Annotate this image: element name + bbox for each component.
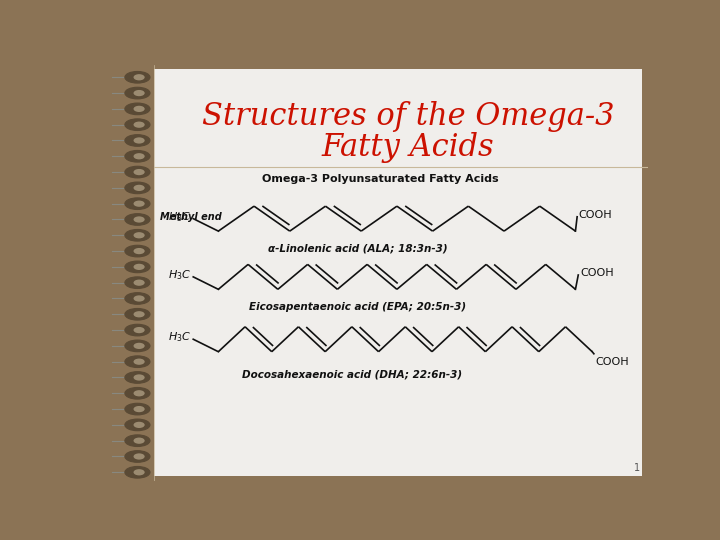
Text: COOH: COOH <box>595 357 629 367</box>
Ellipse shape <box>133 280 145 286</box>
Ellipse shape <box>133 90 145 96</box>
Text: $H_3C$: $H_3C$ <box>168 210 192 224</box>
Ellipse shape <box>125 103 150 114</box>
Text: Eicosapentaenoic acid (EPA; 20:5n-3): Eicosapentaenoic acid (EPA; 20:5n-3) <box>249 302 467 312</box>
Ellipse shape <box>125 467 150 478</box>
Ellipse shape <box>133 153 145 159</box>
Ellipse shape <box>133 359 145 365</box>
Ellipse shape <box>125 451 150 462</box>
Ellipse shape <box>125 198 150 210</box>
Ellipse shape <box>133 311 145 318</box>
Ellipse shape <box>133 264 145 270</box>
Text: Fatty Acids: Fatty Acids <box>322 132 495 164</box>
Text: 1: 1 <box>634 463 639 473</box>
Ellipse shape <box>125 356 150 368</box>
Ellipse shape <box>133 169 145 175</box>
Ellipse shape <box>125 71 150 83</box>
Ellipse shape <box>133 374 145 381</box>
Ellipse shape <box>125 151 150 162</box>
Ellipse shape <box>133 200 145 207</box>
Ellipse shape <box>125 388 150 399</box>
Ellipse shape <box>133 422 145 428</box>
Text: COOH: COOH <box>579 210 613 220</box>
Text: Omega-3 Polyunsaturated Fatty Acids: Omega-3 Polyunsaturated Fatty Acids <box>262 174 498 184</box>
Ellipse shape <box>133 469 145 475</box>
Ellipse shape <box>133 185 145 191</box>
Ellipse shape <box>125 293 150 305</box>
Text: $H_3C$: $H_3C$ <box>168 330 192 345</box>
FancyBboxPatch shape <box>154 69 642 476</box>
Ellipse shape <box>125 182 150 194</box>
Ellipse shape <box>133 327 145 333</box>
Text: Docosahexaenoic acid (DHA; 22:6n-3): Docosahexaenoic acid (DHA; 22:6n-3) <box>242 369 462 380</box>
Ellipse shape <box>133 106 145 112</box>
Ellipse shape <box>125 261 150 273</box>
Ellipse shape <box>125 403 150 415</box>
Ellipse shape <box>125 372 150 383</box>
Ellipse shape <box>125 340 150 352</box>
Text: $H_3C$: $H_3C$ <box>168 268 192 282</box>
Text: α-Linolenic acid (ALA; 18:3n-3): α-Linolenic acid (ALA; 18:3n-3) <box>268 244 448 254</box>
Ellipse shape <box>133 122 145 128</box>
Ellipse shape <box>125 87 150 99</box>
Text: Structures of the Omega-3: Structures of the Omega-3 <box>202 102 614 132</box>
Ellipse shape <box>133 437 145 444</box>
Text: COOH: COOH <box>580 268 613 278</box>
Text: Methyl end: Methyl end <box>160 212 222 221</box>
Ellipse shape <box>125 245 150 257</box>
Ellipse shape <box>133 137 145 144</box>
Ellipse shape <box>125 119 150 131</box>
Ellipse shape <box>125 419 150 431</box>
Ellipse shape <box>133 343 145 349</box>
Ellipse shape <box>133 390 145 396</box>
Ellipse shape <box>125 230 150 241</box>
Ellipse shape <box>125 308 150 320</box>
Ellipse shape <box>125 435 150 447</box>
Ellipse shape <box>133 454 145 460</box>
Ellipse shape <box>133 406 145 412</box>
Ellipse shape <box>133 248 145 254</box>
Ellipse shape <box>133 295 145 302</box>
Ellipse shape <box>125 166 150 178</box>
Ellipse shape <box>125 324 150 336</box>
Ellipse shape <box>125 277 150 288</box>
Ellipse shape <box>125 214 150 225</box>
Ellipse shape <box>133 217 145 222</box>
Ellipse shape <box>125 134 150 146</box>
Ellipse shape <box>133 74 145 80</box>
Ellipse shape <box>133 232 145 238</box>
